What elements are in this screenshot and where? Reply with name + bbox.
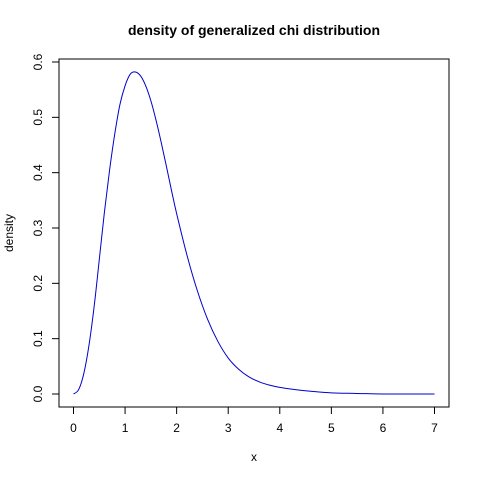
- x-tick-label: 6: [380, 421, 387, 435]
- y-tick-label: 0.2: [31, 275, 45, 292]
- x-tick-label: 5: [328, 421, 335, 435]
- x-tick-label: 3: [225, 421, 232, 435]
- y-axis: 0.0 0.1 0.2 0.3 0.4 0.5 0.6: [31, 53, 60, 402]
- x-tick-label: 7: [431, 421, 438, 435]
- y-tick-label: 0.1: [31, 330, 45, 347]
- x-tick-label: 0: [70, 421, 77, 435]
- y-axis-label: density: [2, 214, 16, 252]
- x-tick-label: 1: [122, 421, 129, 435]
- y-tick-label: 0.6: [31, 53, 45, 70]
- y-tick-label: 0.0: [31, 385, 45, 402]
- density-curve: [73, 71, 435, 395]
- chart-title: density of generalized chi distribution: [128, 22, 380, 38]
- x-axis: 0 1 2 3 4 5 6 7: [70, 406, 438, 435]
- y-tick-label: 0.5: [31, 109, 45, 126]
- x-tick-label: 2: [173, 421, 180, 435]
- x-axis-label: x: [251, 450, 257, 464]
- y-tick-label: 0.3: [31, 219, 45, 236]
- x-tick-label: 4: [276, 421, 283, 435]
- y-tick-label: 0.4: [31, 164, 45, 181]
